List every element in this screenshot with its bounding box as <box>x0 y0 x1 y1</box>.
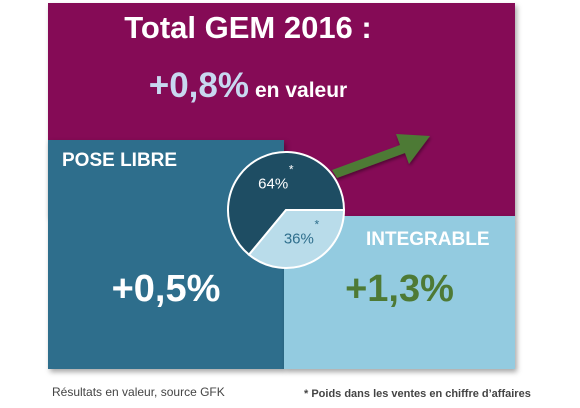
pie-slice-pose-libre <box>227 151 346 257</box>
pie-label-pose-libre-marker: * <box>289 163 294 177</box>
pie-label-pose-libre: 64% <box>258 176 288 193</box>
pose-libre-label: POSE LIBRE <box>62 150 178 171</box>
weight-footnote: * Poids dans les ventes en chiffre d’aff… <box>304 388 531 400</box>
integrable-label: INTEGRABLE <box>366 229 490 250</box>
pose-libre-growth: +0,5% <box>111 268 221 310</box>
total-growth-suffix: en valeur <box>255 79 348 102</box>
source-note: Résultats en valeur, source GFK <box>52 385 225 399</box>
total-growth: +0,8% en valeur <box>48 66 448 106</box>
total-growth-value: +0,8% <box>148 66 249 105</box>
page-title: Total GEM 2016 : <box>124 10 372 45</box>
pie-label-integrable-marker: * <box>315 217 320 231</box>
pie-slice-integrable <box>247 209 346 269</box>
pie-label-integrable: 36% <box>284 230 314 247</box>
market-share-pie: 64%*36%* <box>227 151 346 269</box>
integrable-growth: +1,3% <box>345 268 454 310</box>
growth-arrow-icon <box>332 134 430 178</box>
